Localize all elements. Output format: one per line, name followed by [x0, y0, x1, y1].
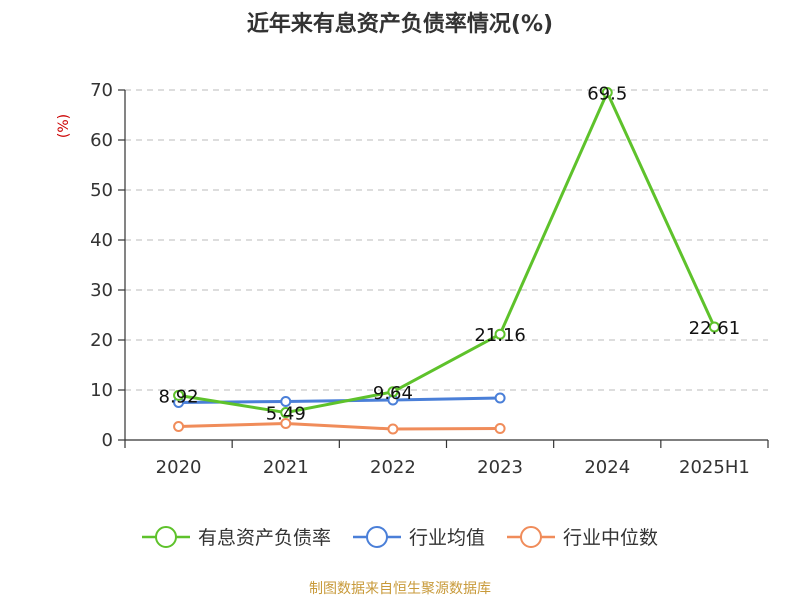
y-tick-label: 40 [90, 230, 113, 251]
x-tick-label: 2020 [156, 457, 202, 478]
y-tick-label: 0 [102, 430, 113, 451]
y-tick-label: 20 [90, 330, 113, 351]
data-point [173, 421, 185, 432]
data-label: 9.64 [373, 383, 413, 404]
legend-swatch-marker [155, 526, 177, 548]
x-tick-label: 2025H1 [679, 457, 750, 478]
data-point [280, 407, 292, 419]
x-tick-label: 2021 [263, 457, 309, 478]
y-tick-label: 30 [90, 280, 113, 301]
y-tick-label: 60 [90, 130, 113, 151]
legend-swatch-marker [366, 526, 388, 548]
y-tick-label: 50 [90, 180, 113, 201]
data-point [601, 87, 613, 98]
data-point [280, 396, 292, 407]
data-point [494, 328, 506, 340]
series-1 [173, 392, 506, 408]
legend-label: 行业中位数 [563, 527, 658, 549]
data-point [173, 389, 185, 401]
y-axis-unit: (%) [56, 114, 72, 138]
data-label: 5.49 [266, 404, 306, 425]
x-tick-label: 2022 [370, 457, 416, 478]
data-point [494, 423, 506, 434]
data-label: 21.16 [474, 325, 526, 346]
x-tick-label: 2023 [477, 457, 523, 478]
series-0 [173, 87, 720, 419]
legend-item-0: 有息资产负债率 [142, 526, 331, 549]
series-line [177, 422, 502, 431]
series-2 [173, 418, 506, 435]
legend-label: 有息资产负债率 [198, 527, 331, 549]
data-point [280, 418, 292, 429]
data-label: 8.92 [159, 386, 199, 407]
data-label: 22.61 [689, 318, 741, 339]
y-tick-label: 70 [90, 80, 113, 101]
legend-label: 行业均值 [409, 527, 485, 549]
data-point [494, 392, 506, 404]
source-note: 制图数据来自恒生聚源数据库 [309, 581, 491, 597]
x-tick-label: 2024 [584, 457, 630, 478]
legend-swatch-marker [520, 526, 542, 548]
data-point [387, 423, 399, 435]
legend-item-2: 行业中位数 [507, 526, 658, 549]
y-tick-label: 10 [90, 380, 113, 401]
series-line [177, 91, 716, 415]
legend-item-1: 行业均值 [353, 526, 485, 549]
chart-title: 近年来有息资产负债率情况(%) [246, 12, 554, 37]
data-point [708, 321, 720, 333]
data-label: 69.5 [587, 84, 627, 105]
data-point [387, 386, 399, 398]
